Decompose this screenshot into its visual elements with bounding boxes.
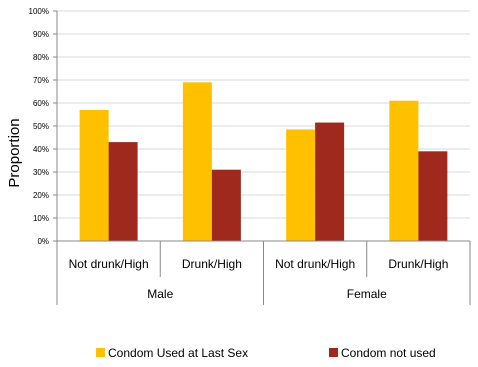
legend-swatch — [96, 348, 105, 357]
bar-condom-used — [182, 82, 212, 241]
axes — [56, 11, 471, 305]
x-tick-label: Not drunk/High — [69, 257, 149, 271]
x-tick-label: Drunk/High — [182, 257, 242, 271]
group-labels: Male Female — [147, 287, 387, 301]
y-tick-label: 40% — [33, 145, 49, 154]
group-label: Male — [147, 287, 173, 301]
bar-condom-not-used — [315, 122, 345, 241]
y-tick-label: 100% — [29, 7, 49, 16]
bar-condom-used — [286, 129, 316, 241]
y-tick-label: 50% — [33, 122, 49, 131]
bar-condom-used — [79, 109, 109, 242]
y-tick-label: 60% — [33, 99, 49, 108]
bar-condom-not-used — [211, 169, 241, 241]
legend-swatch — [329, 348, 338, 357]
bar-condom-used — [389, 100, 419, 241]
x-tick-label: Drunk/High — [388, 257, 448, 271]
bars — [79, 82, 448, 242]
group-label: Female — [347, 287, 387, 301]
legend-label: Condom not used — [341, 346, 436, 360]
bar-condom-not-used — [108, 142, 138, 241]
legend-label: Condom Used at Last Sex — [108, 346, 248, 360]
y-tick-label: 80% — [33, 53, 49, 62]
y-tick-label: 0% — [37, 237, 49, 246]
y-axis-ticks: 0% 10% 20% 30% 40% 50% 60% 70% 80% 90% 100% — [29, 7, 57, 246]
category-labels: Not drunk/High Drunk/High Not drunk/High Dr… — [69, 257, 449, 271]
y-tick-label: 30% — [33, 168, 49, 177]
y-tick-label: 10% — [33, 214, 49, 223]
legend: Condom Used at Last Sex Condom not used — [96, 346, 436, 360]
bar-condom-not-used — [418, 151, 448, 241]
y-tick-label: 20% — [33, 191, 49, 200]
y-tick-label: 90% — [33, 30, 49, 39]
x-tick-label: Not drunk/High — [275, 257, 355, 271]
y-tick-label: 70% — [33, 76, 49, 85]
y-axis-label: Proportion — [6, 118, 23, 187]
